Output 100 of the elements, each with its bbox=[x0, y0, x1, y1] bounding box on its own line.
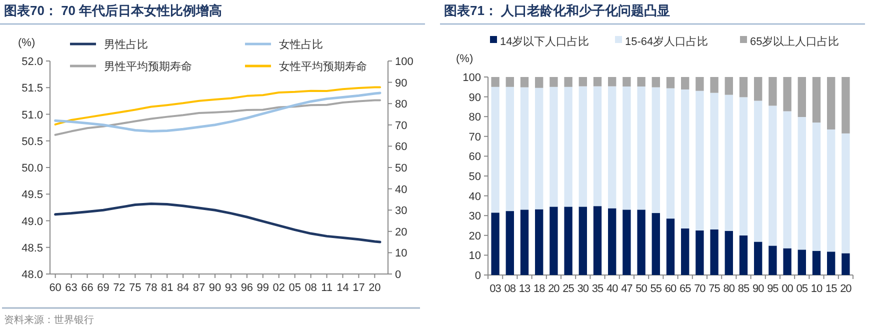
y-axis-title: (%) bbox=[18, 37, 36, 49]
y-tick-label: 80 bbox=[468, 112, 481, 124]
x-tick-label: 10 bbox=[810, 283, 822, 295]
y2-tick-label: 90 bbox=[395, 77, 408, 90]
bar bbox=[564, 77, 572, 87]
bar bbox=[754, 242, 762, 275]
bar bbox=[550, 77, 558, 87]
x-tick-label: 78 bbox=[145, 282, 158, 294]
bar bbox=[812, 250, 821, 275]
bar bbox=[520, 87, 529, 210]
x-tick-label: 95 bbox=[767, 283, 779, 295]
bar bbox=[724, 77, 733, 95]
legend-label: 65岁以上人口占比 bbox=[750, 35, 840, 48]
bar bbox=[491, 212, 500, 275]
bar bbox=[842, 77, 850, 134]
bar bbox=[710, 229, 718, 275]
line-series bbox=[54, 92, 382, 133]
chart-title: 图表70： 70 年代后日本女性比例增高 bbox=[4, 3, 222, 18]
x-tick-label: 69 bbox=[97, 282, 110, 294]
x-tick-label: 93 bbox=[224, 282, 238, 294]
legend-label: 男性平均预期寿命 bbox=[104, 61, 192, 73]
y-tick-label: 40 bbox=[468, 190, 481, 203]
x-tick-label: 87 bbox=[192, 282, 206, 294]
x-tick-label: 20 bbox=[548, 283, 560, 295]
bar bbox=[710, 92, 718, 230]
x-tick-label: 25 bbox=[562, 283, 574, 295]
x-tick-label: 11 bbox=[321, 282, 332, 294]
y-tick-label: 51.0 bbox=[22, 109, 43, 122]
x-tick-label: 05 bbox=[288, 282, 301, 294]
x-tick-label: 90 bbox=[208, 282, 222, 294]
x-tick-label: 99 bbox=[256, 282, 270, 294]
x-tick-label: 35 bbox=[592, 283, 604, 295]
x-tick-label: 75 bbox=[129, 282, 142, 294]
y-tick-label: 52.0 bbox=[22, 56, 43, 68]
bar bbox=[739, 235, 748, 275]
bar bbox=[783, 111, 792, 248]
x-tick-label: 05 bbox=[796, 283, 808, 295]
bar bbox=[666, 218, 675, 275]
x-tick-label: 30 bbox=[577, 283, 589, 295]
y2-tick-label: 20 bbox=[395, 226, 408, 238]
bar bbox=[827, 252, 836, 275]
bar bbox=[681, 228, 690, 275]
x-tick-label: 13 bbox=[518, 283, 530, 295]
bar bbox=[768, 106, 777, 246]
bar bbox=[681, 89, 690, 228]
x-tick-label: 40 bbox=[606, 283, 618, 295]
y-tick-label: 100 bbox=[462, 72, 481, 84]
bar bbox=[724, 94, 733, 231]
bar bbox=[783, 248, 792, 275]
legend-label: 15-64岁人口占比 bbox=[625, 35, 708, 48]
bar bbox=[666, 88, 675, 219]
line-series bbox=[54, 99, 382, 136]
bar bbox=[550, 86, 558, 207]
bar bbox=[506, 86, 514, 212]
bar bbox=[608, 86, 616, 208]
y-tick-label: 48.5 bbox=[22, 242, 43, 254]
x-tick-label: 14 bbox=[336, 282, 349, 294]
bar bbox=[652, 87, 660, 214]
y-tick-label: 0 bbox=[474, 270, 481, 282]
x-tick-label: 72 bbox=[113, 282, 126, 294]
x-tick-label: 60 bbox=[49, 282, 62, 294]
bar bbox=[666, 77, 675, 88]
line-series bbox=[54, 202, 382, 244]
bar bbox=[578, 77, 587, 86]
x-tick-label: 66 bbox=[81, 282, 94, 294]
bar bbox=[827, 129, 836, 252]
x-tick-label: 20 bbox=[840, 283, 852, 295]
legend-label: 男性占比 bbox=[104, 38, 148, 51]
y2-tick-label: 50 bbox=[395, 162, 408, 174]
x-tick-label: 08 bbox=[304, 282, 317, 294]
x-tick-label: 00 bbox=[782, 283, 794, 295]
bar bbox=[652, 77, 660, 88]
bar bbox=[754, 77, 762, 101]
bar bbox=[593, 206, 602, 275]
y2-tick-label: 80 bbox=[395, 98, 408, 111]
bar bbox=[754, 100, 762, 242]
bar bbox=[535, 88, 544, 210]
x-tick-label: 18 bbox=[533, 283, 546, 295]
y2-tick-label: 10 bbox=[395, 248, 408, 260]
y-tick-label: 49.0 bbox=[22, 216, 43, 228]
bar bbox=[593, 77, 602, 86]
y-tick-label: 51.5 bbox=[22, 82, 43, 95]
bar bbox=[696, 77, 704, 91]
x-tick-label: 75 bbox=[708, 283, 720, 295]
y-tick-label: 20 bbox=[468, 230, 481, 242]
y-tick-label: 49.5 bbox=[22, 189, 43, 202]
x-tick-label: 63 bbox=[65, 282, 78, 294]
bar bbox=[798, 77, 806, 117]
bar bbox=[739, 77, 748, 98]
bar bbox=[622, 86, 631, 210]
bar bbox=[783, 77, 792, 112]
x-tick-label: 70 bbox=[694, 283, 706, 295]
x-tick-label: 15 bbox=[825, 283, 838, 295]
x-tick-label: 55 bbox=[650, 283, 662, 295]
bar bbox=[506, 77, 514, 87]
y-tick-label: 30 bbox=[468, 210, 481, 223]
x-tick-label: 03 bbox=[490, 283, 502, 295]
line-series bbox=[54, 86, 382, 126]
bar bbox=[550, 206, 558, 275]
bar bbox=[491, 77, 500, 87]
